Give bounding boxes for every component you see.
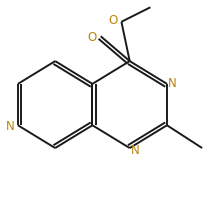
Text: N: N: [131, 143, 139, 156]
Text: N: N: [6, 119, 15, 132]
Text: O: O: [88, 31, 97, 43]
Text: O: O: [109, 14, 118, 27]
Text: N: N: [168, 77, 177, 90]
